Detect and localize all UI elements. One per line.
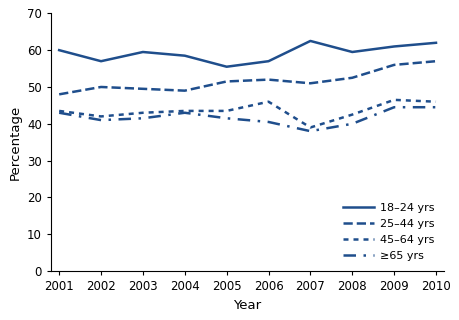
- ≥65 yrs: [391, 105, 396, 109]
- 18–24 yrs: [224, 65, 229, 69]
- Line: 18–24 yrs: 18–24 yrs: [59, 41, 435, 67]
- X-axis label: Year: Year: [233, 299, 261, 312]
- Line: 45–64 yrs: 45–64 yrs: [59, 100, 435, 127]
- ≥65 yrs: [56, 111, 62, 115]
- Legend: 18–24 yrs, 25–44 yrs, 45–64 yrs, ≥65 yrs: 18–24 yrs, 25–44 yrs, 45–64 yrs, ≥65 yrs: [338, 198, 438, 266]
- 25–44 yrs: [182, 89, 187, 92]
- ≥65 yrs: [432, 105, 438, 109]
- 45–64 yrs: [224, 109, 229, 113]
- 25–44 yrs: [349, 76, 354, 80]
- ≥65 yrs: [349, 122, 354, 126]
- ≥65 yrs: [307, 129, 313, 133]
- ≥65 yrs: [140, 116, 146, 120]
- ≥65 yrs: [224, 116, 229, 120]
- 45–64 yrs: [265, 100, 271, 104]
- 18–24 yrs: [98, 59, 104, 63]
- 25–44 yrs: [224, 80, 229, 84]
- 25–44 yrs: [432, 59, 438, 63]
- 18–24 yrs: [432, 41, 438, 45]
- 18–24 yrs: [391, 44, 396, 48]
- Line: 25–44 yrs: 25–44 yrs: [59, 61, 435, 94]
- 45–64 yrs: [349, 113, 354, 116]
- ≥65 yrs: [98, 118, 104, 122]
- 25–44 yrs: [98, 85, 104, 89]
- Y-axis label: Percentage: Percentage: [8, 105, 21, 180]
- 18–24 yrs: [349, 50, 354, 54]
- 45–64 yrs: [182, 109, 187, 113]
- 18–24 yrs: [265, 59, 271, 63]
- 18–24 yrs: [307, 39, 313, 43]
- 18–24 yrs: [182, 54, 187, 58]
- 45–64 yrs: [307, 125, 313, 129]
- 45–64 yrs: [432, 100, 438, 104]
- Line: ≥65 yrs: ≥65 yrs: [59, 107, 435, 131]
- 25–44 yrs: [140, 87, 146, 91]
- 25–44 yrs: [265, 78, 271, 82]
- 45–64 yrs: [140, 111, 146, 115]
- 45–64 yrs: [98, 115, 104, 118]
- 18–24 yrs: [140, 50, 146, 54]
- 45–64 yrs: [391, 98, 396, 102]
- 18–24 yrs: [56, 48, 62, 52]
- ≥65 yrs: [182, 111, 187, 115]
- 25–44 yrs: [307, 81, 313, 85]
- 45–64 yrs: [56, 109, 62, 113]
- 25–44 yrs: [391, 63, 396, 67]
- 25–44 yrs: [56, 92, 62, 96]
- ≥65 yrs: [265, 120, 271, 124]
